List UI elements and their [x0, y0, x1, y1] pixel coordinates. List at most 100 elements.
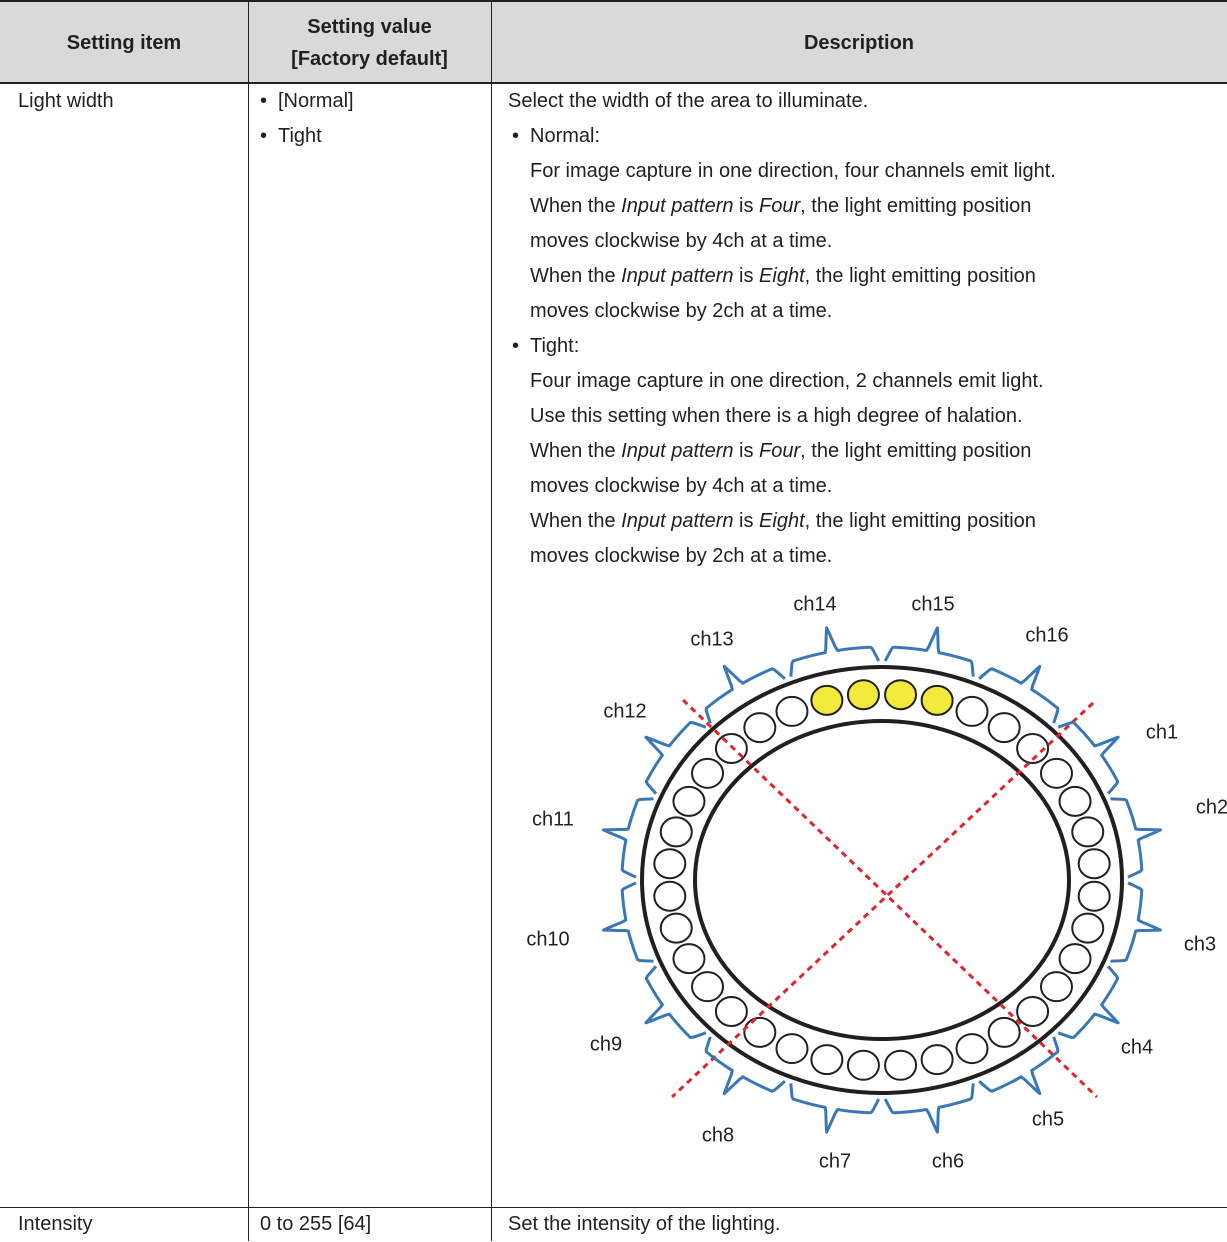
text-run: is: [733, 440, 760, 462]
text-run: is: [733, 195, 760, 217]
led: [1071, 816, 1105, 848]
channel-label: ch2: [1196, 796, 1227, 818]
text-run: , the light emitting position: [804, 265, 1036, 287]
led: [1039, 757, 1073, 789]
channel-brace: [883, 1083, 975, 1134]
divider-line: [670, 701, 1095, 1099]
emphasis: Input pattern: [621, 440, 734, 462]
text-run: is: [733, 510, 760, 532]
channel-brace: [1057, 721, 1120, 795]
channel-label: ch5: [1032, 1108, 1064, 1130]
led: [1016, 732, 1050, 764]
description-line: When the Input pattern is Eight, the lig…: [508, 259, 1056, 294]
setting-value: [Normal]: [256, 84, 354, 119]
led: [659, 912, 693, 944]
led: [846, 1049, 880, 1081]
description-line: moves clockwise by 2ch at a time.: [508, 539, 1056, 574]
setting-value: 0 to 255 [64]: [260, 1213, 372, 1235]
setting-item: Light width: [18, 90, 114, 112]
description-line: When the Input pattern is Eight, the lig…: [508, 504, 1056, 539]
led: [653, 880, 687, 912]
column-rule: [491, 0, 492, 1241]
description-line: moves clockwise by 2ch at a time.: [508, 294, 1056, 329]
text-run: moves clockwise by 4ch at a time.: [530, 230, 833, 252]
emphasis: Eight: [759, 265, 805, 287]
bullet-label: Tight:: [508, 329, 1056, 364]
led: [1077, 880, 1111, 912]
led: [1058, 785, 1092, 817]
led: [955, 1033, 989, 1065]
led: [987, 712, 1021, 744]
description-line: moves clockwise by 4ch at a time.: [508, 224, 1056, 259]
channel-label: ch16: [1025, 624, 1068, 646]
text-run: is: [733, 265, 760, 287]
text-run: When the: [530, 440, 622, 462]
text-run: , the light emitting position: [800, 195, 1032, 217]
led: [987, 1016, 1021, 1048]
text-run: For image capture in one direction, four…: [530, 160, 1056, 182]
text-run: When the: [530, 265, 622, 287]
description-line: When the Input pattern is Four, the ligh…: [508, 189, 1056, 224]
description-line: When the Input pattern is Four, the ligh…: [508, 434, 1056, 469]
led-lit: [884, 679, 918, 711]
channel-label: ch10: [526, 928, 569, 950]
channel-brace: [789, 626, 881, 677]
channel-label: ch8: [702, 1124, 734, 1146]
channel-brace: [644, 721, 707, 795]
channel-label: ch3: [1184, 933, 1216, 955]
led-lit: [920, 684, 954, 716]
description-line: For image capture in one direction, four…: [508, 154, 1056, 189]
channel-brace: [602, 797, 654, 879]
led: [653, 848, 687, 880]
channel-label: ch6: [932, 1150, 964, 1172]
text-run: moves clockwise by 2ch at a time.: [530, 300, 833, 322]
channel-label: ch11: [532, 808, 574, 830]
emphasis: Four: [759, 195, 801, 217]
led: [1058, 943, 1092, 975]
led-lit: [810, 684, 844, 716]
channel-label: ch4: [1121, 1036, 1153, 1058]
led: [743, 712, 777, 744]
description-line: moves clockwise by 4ch at a time.: [508, 469, 1056, 504]
channel-brace: [644, 965, 707, 1039]
channel-brace: [978, 1036, 1060, 1096]
channel-brace: [883, 626, 975, 677]
channel-label: ch13: [690, 628, 733, 650]
description: Select the width of the area to illumina…: [508, 84, 1056, 574]
bullet-label: Normal:: [508, 119, 1056, 154]
text-run: moves clockwise by 2ch at a time.: [530, 545, 833, 567]
description: Set the intensity of the lighting.: [508, 1213, 781, 1235]
header-text: Description: [803, 32, 915, 54]
setting-item: Intensity: [18, 1213, 93, 1235]
divider-line: [681, 698, 1099, 1099]
description-intro: Select the width of the area to illumina…: [508, 90, 869, 112]
led: [714, 996, 748, 1028]
led: [691, 757, 725, 789]
channel-label: ch9: [590, 1033, 622, 1055]
text-run: , the light emitting position: [800, 440, 1032, 462]
table-header: Setting item Setting value [Factory defa…: [0, 0, 1227, 84]
led: [1077, 848, 1111, 880]
channel-brace: [704, 1036, 786, 1096]
description-line: Four image capture in one direction, 2 c…: [508, 364, 1056, 399]
setting-value: Tight: [256, 119, 354, 154]
outer-ring: [640, 665, 1124, 1095]
channel-label: ch1: [1146, 721, 1178, 743]
header-cell: Description: [491, 2, 1227, 84]
emphasis: Input pattern: [621, 265, 734, 287]
text-run: moves clockwise by 4ch at a time.: [530, 475, 833, 497]
led: [920, 1044, 954, 1076]
channel-brace: [1057, 965, 1120, 1039]
emphasis: Input pattern: [621, 195, 734, 217]
text-run: When the: [530, 510, 622, 532]
channel-label: ch12: [603, 700, 646, 722]
channel-label: ch7: [819, 1150, 851, 1172]
channel-brace: [704, 664, 786, 724]
header-text: Setting item: [66, 32, 182, 54]
text-run: Four image capture in one direction, 2 c…: [530, 370, 1044, 392]
emphasis: Input pattern: [621, 510, 734, 532]
channel-brace: [1110, 797, 1162, 879]
header-text: Setting value: [307, 16, 432, 38]
